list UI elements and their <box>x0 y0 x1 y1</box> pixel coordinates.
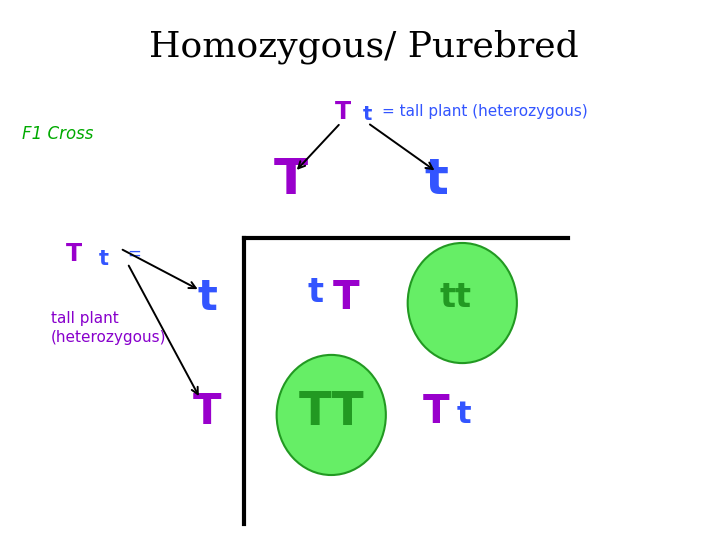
Text: t: t <box>456 400 471 430</box>
Text: F1 Cross: F1 Cross <box>22 125 93 143</box>
Text: T: T <box>422 393 449 431</box>
Text: T: T <box>66 242 82 266</box>
Text: t: t <box>308 276 324 308</box>
Text: T: T <box>274 156 308 204</box>
Ellipse shape <box>277 355 386 475</box>
Text: TT: TT <box>298 390 364 435</box>
Text: tall plant
(heterozygous): tall plant (heterozygous) <box>51 311 167 345</box>
Text: t: t <box>98 250 108 269</box>
Text: t: t <box>425 156 448 204</box>
Text: T: T <box>335 100 351 124</box>
Ellipse shape <box>408 243 517 363</box>
Text: t: t <box>197 277 218 318</box>
Text: t: t <box>363 105 372 124</box>
Text: T: T <box>333 278 360 317</box>
Text: = tall plant (heterozygous): = tall plant (heterozygous) <box>382 104 588 120</box>
Text: =: = <box>127 245 141 263</box>
Text: tt: tt <box>439 281 471 314</box>
Text: T: T <box>193 391 222 433</box>
Text: Homozygous/ Purebred: Homozygous/ Purebred <box>149 29 579 64</box>
